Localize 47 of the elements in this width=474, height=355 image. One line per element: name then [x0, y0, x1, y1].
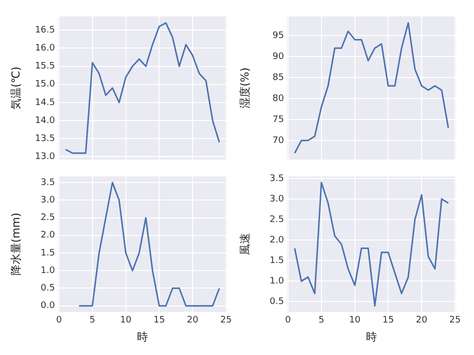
y-axis-title: 降水量(mm) [9, 212, 22, 276]
x-axis-title: 時 [366, 330, 377, 344]
x-tick-label: 25 [449, 316, 461, 326]
x-tick-label: 15 [382, 316, 394, 326]
y-tick-label: 85 [272, 72, 284, 83]
y-axis-title: 気温(℃) [9, 66, 22, 110]
y-tick-label: 80 [272, 94, 284, 104]
y-tick-label: 3.0 [270, 194, 284, 204]
y-tick-label: 16.0 [34, 44, 56, 54]
y-tick-label: 3.5 [40, 178, 55, 188]
y-axis-title: 風速 [238, 233, 252, 256]
x-tick-label: 20 [416, 316, 428, 326]
y-tick-label: 1.0 [40, 266, 56, 276]
y-tick-label: 13.5 [34, 134, 55, 144]
y-tick-label: 0.0 [40, 301, 56, 312]
y-tick-label: 15.0 [34, 80, 56, 90]
y-tick-label: 3.0 [40, 196, 56, 206]
y-tick-label: 70 [272, 136, 284, 146]
y-tick-label: 1.0 [270, 276, 284, 287]
y-tick-label: 2.0 [40, 230, 56, 241]
y-tick-label: 13.0 [34, 152, 56, 162]
x-tick-label: 5 [90, 316, 96, 326]
y-tick-label: 95 [272, 30, 284, 41]
x-tick-label: 15 [153, 316, 165, 326]
y-tick-label: 1.5 [40, 248, 55, 258]
y-axis-title: 湿度(%) [238, 67, 252, 109]
x-tick-label: 10 [349, 316, 361, 326]
y-tick-label: 2.5 [270, 214, 284, 225]
x-axis-title: 時 [137, 330, 148, 344]
y-tick-label: 16.5 [34, 25, 55, 36]
x-tick-label: 10 [120, 316, 132, 326]
y-tick-label: 90 [272, 52, 284, 62]
y-tick-label: 14.0 [34, 116, 56, 126]
x-tick-label: 25 [220, 316, 232, 326]
y-tick-label: 1.5 [270, 256, 284, 266]
y-tick-label: 15.5 [34, 62, 55, 72]
y-tick-label: 14.5 [34, 98, 55, 108]
x-tick-label: 20 [186, 316, 199, 326]
y-tick-label: 2.5 [40, 213, 55, 224]
y-tick-label: 0.5 [40, 284, 55, 294]
x-tick-label: 0 [285, 316, 292, 326]
y-tick-label: 2.0 [270, 235, 284, 246]
y-tick-label: 0.5 [270, 297, 284, 308]
x-tick-label: 5 [318, 316, 324, 326]
y-tick-label: 75 [272, 114, 284, 125]
y-tick-label: 3.5 [270, 174, 284, 184]
x-tick-label: 0 [56, 316, 62, 326]
